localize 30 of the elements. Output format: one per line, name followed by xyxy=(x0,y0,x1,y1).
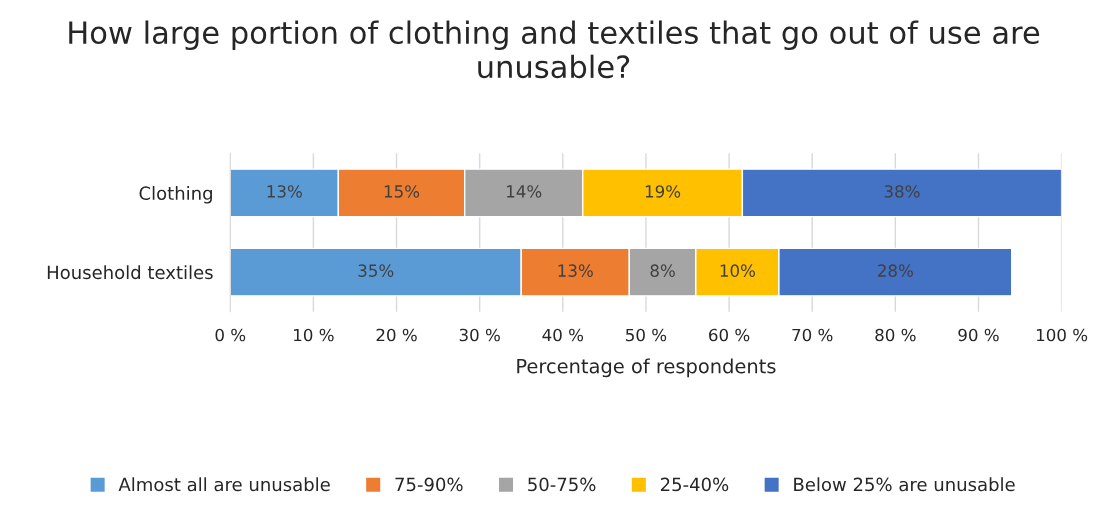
x-tick-label: 70 % xyxy=(792,328,833,342)
x-tick-label: 10 % xyxy=(294,328,334,342)
data-label: 14% xyxy=(507,185,542,198)
data-label: 35% xyxy=(358,264,394,277)
legend-label: 75-90% xyxy=(395,477,463,492)
legend-label: Almost all are unusable xyxy=(118,477,330,492)
data-label: 19% xyxy=(645,185,681,198)
data-label: 28% xyxy=(878,264,913,277)
legend-label: Below 25% are unusable xyxy=(794,477,1015,492)
x-tick-label: 90 % xyxy=(958,328,999,342)
data-label: 38% xyxy=(884,185,920,198)
x-tick-label: 20 % xyxy=(376,328,417,342)
y-tick-label: Clothing xyxy=(139,186,212,204)
x-tick-label: 60 % xyxy=(709,328,750,342)
x-tick-label: 100 % xyxy=(1036,328,1088,342)
data-label: 10% xyxy=(720,264,755,277)
data-label: 8% xyxy=(650,264,675,277)
x-tick-label: 30 % xyxy=(459,328,500,342)
chart-title: How large portion of clothing and textiles that go out of use are unusable? xyxy=(69,20,1040,79)
y-tick-label: Household textiles xyxy=(47,265,213,280)
data-label: 13% xyxy=(558,264,593,277)
x-axis-title: Percentage of respondents xyxy=(517,358,776,378)
data-label: 15% xyxy=(384,185,420,198)
data-label: 13% xyxy=(267,185,302,198)
x-tick-label: 80 % xyxy=(875,328,916,342)
legend-label: 25-40% xyxy=(660,477,729,492)
x-tick-label: 50 % xyxy=(626,328,667,342)
x-tick-label: 40 % xyxy=(542,328,584,342)
legend-label: 50-75% xyxy=(528,477,596,492)
x-tick-label: 0 % xyxy=(215,328,246,342)
